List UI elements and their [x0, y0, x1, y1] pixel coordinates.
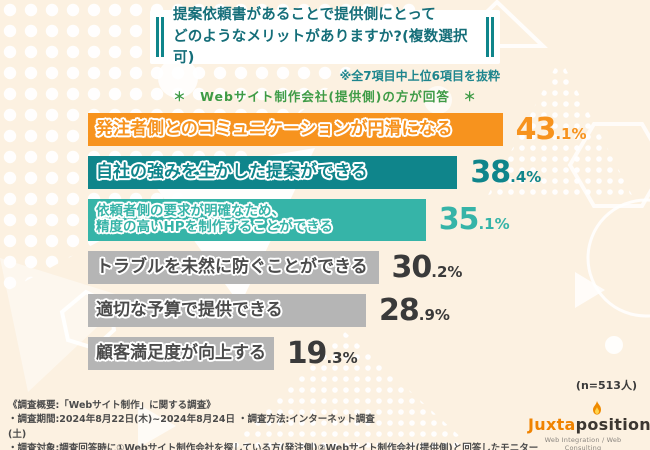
survey-overview: 《調査概要:「Webサイト制作」に関する調査》 ・調査期間:2024年8月22日…: [8, 399, 540, 450]
bar: 適切な予算で提供できる: [88, 294, 366, 327]
bar-value: 30.2%: [391, 249, 463, 285]
page-title: 提案依頼書があることで提供側にとって どのようなメリットがありますか?(複数選択…: [164, 5, 486, 68]
bar-label: 依頼者側の要求が明確なため、 精度の高いHPを制作することができる: [96, 203, 333, 235]
circle-outline: [586, 198, 650, 318]
bar: 依頼者側の要求が明確なため、 精度の高いHPを制作することができる: [88, 199, 426, 241]
bar-value: 35.1%: [438, 202, 510, 237]
title-box: 提案依頼書があることで提供側にとって どのようなメリットがありますか?(複数選択…: [150, 7, 500, 66]
white-circle: [424, 86, 452, 114]
logo-tagline: Web Integration / Web Consulting: [544, 436, 622, 450]
bar-row: 自社の強みを生かした提案ができる 38.4%: [88, 156, 587, 189]
bar-value: 43.1%: [515, 111, 587, 147]
survey-period: ・調査期間:2024年8月22日(木)~2024年8月24日(土): [8, 414, 235, 440]
logo-wordmark: Juxtaposition: [528, 415, 650, 434]
dotted-triangle: [225, 332, 475, 450]
bar-row: 発注者側とのコミュニケーションが円滑になる 43.1%: [88, 113, 587, 146]
bar: 自社の強みを生かした提案ができる: [88, 156, 458, 189]
white-circle: [158, 58, 198, 98]
company-logo: Juxtaposition Web Integration / Web Cons…: [528, 401, 650, 450]
respondent-note: ＊ Webサイト制作会社(提供側)の方が回答 ＊: [173, 89, 477, 104]
bar-label: 適切な予算で提供できる: [96, 299, 283, 320]
survey-overview-title: 《調査概要:「Webサイト制作」に関する調査》: [8, 400, 216, 411]
bar-label: 顧客満足度が向上する: [96, 342, 266, 363]
bar-row: 顧客満足度が向上する 19.3%: [88, 337, 587, 370]
survey-method: ・調査方法:インターネット調査: [238, 414, 375, 426]
bar-label: 発注者側とのコミュニケーションが円滑になる: [96, 118, 453, 139]
bar-value: 38.4%: [470, 154, 542, 190]
bar-row: 適切な予算で提供できる 28.9%: [88, 294, 587, 327]
title-right-bars: [486, 17, 494, 57]
white-dot: [605, 336, 623, 354]
title-line-1: 提案依頼書があることで提供側にとって: [173, 7, 437, 24]
bar-label: 自社の強みを生かした提案ができる: [96, 161, 368, 182]
flame-icon: [593, 401, 601, 415]
bar-label: トラブルを未然に防ぐことができる: [96, 256, 368, 277]
selection-note: ※全7項目中上位6項目を抜粋: [339, 69, 500, 83]
sample-size-label: (n=513人): [575, 379, 637, 392]
bar-value: 28.9%: [379, 292, 450, 328]
title-line-2: どのようなメリットがありますか?(複数選択可): [173, 28, 468, 66]
dotted-triangle: [488, 58, 632, 195]
hexagon-outline: [567, 122, 650, 208]
bar-chart: 発注者側とのコミュニケーションが円滑になる 43.1% 自社の強みを生かした提案がで…: [88, 113, 587, 380]
bar-value: 19.3%: [286, 335, 358, 371]
survey-target: ・調査対象:調査回答時に①Webサイト制作会社を探している方(発注側)②Webサ…: [8, 442, 539, 450]
bar-row: 依頼者側の要求が明確なため、 精度の高いHPを制作することができる 35.1%: [88, 199, 587, 241]
small-triangle: [575, 272, 605, 308]
bar: 発注者側とのコミュニケーションが円滑になる: [88, 113, 503, 146]
bar-row: トラブルを未然に防ぐことができる 30.2%: [88, 251, 587, 284]
bar: トラブルを未然に防ぐことができる: [88, 251, 379, 284]
title-left-bars: [156, 17, 164, 57]
small-triangle: [138, 404, 176, 448]
bar: 顧客満足度が向上する: [88, 337, 274, 370]
